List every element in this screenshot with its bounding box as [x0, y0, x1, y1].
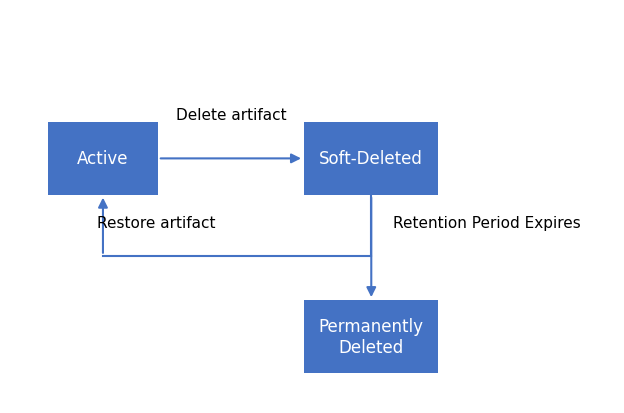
Text: Delete artifact: Delete artifact	[175, 108, 286, 123]
Text: Active: Active	[77, 150, 129, 168]
Text: Permanently
Deleted: Permanently Deleted	[319, 317, 424, 356]
FancyBboxPatch shape	[305, 123, 438, 195]
FancyBboxPatch shape	[49, 123, 157, 195]
Text: Retention Period Expires: Retention Period Expires	[393, 216, 580, 230]
Text: Soft-Deleted: Soft-Deleted	[319, 150, 423, 168]
FancyBboxPatch shape	[305, 301, 438, 373]
Text: Restore artifact: Restore artifact	[97, 216, 215, 230]
